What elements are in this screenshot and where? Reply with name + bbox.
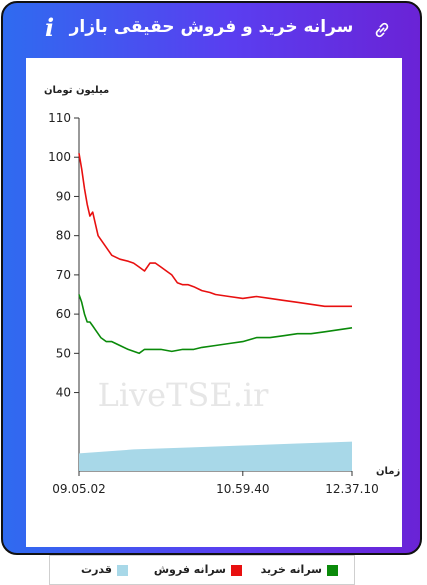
info-icon[interactable]: i xyxy=(45,13,55,42)
y-tick-label: 60 xyxy=(56,307,71,321)
y-tick-label: 110 xyxy=(48,111,71,125)
x-tick-label: 09.05.02 xyxy=(52,482,105,496)
series-line-sell xyxy=(78,153,352,308)
page-title: سرانه خرید و فروش حقیقی بازار xyxy=(69,17,354,37)
series-line-buy xyxy=(78,294,353,355)
y-tick-label: 40 xyxy=(56,386,71,400)
watermark: LiveTSE.ir xyxy=(98,376,270,414)
legend-item-buy[interactable]: سرانه خرید xyxy=(261,563,338,577)
legend-label-buy: سرانه خرید xyxy=(260,563,322,576)
y-tick-label: 80 xyxy=(56,229,71,243)
legend-item-sell[interactable]: سرانه فروش xyxy=(154,563,242,577)
legend-swatch-buy xyxy=(327,564,338,576)
legend: سرانه خرید سرانه فروش قدرت xyxy=(49,555,355,585)
y-tick-label: 70 xyxy=(56,268,71,282)
link-icon[interactable] xyxy=(372,20,392,40)
legend-label-power: قدرت xyxy=(81,563,112,576)
x-tick-label: 12.37.10 xyxy=(325,482,378,496)
y-tick-label: 50 xyxy=(56,346,71,360)
legend-swatch-power xyxy=(117,564,128,576)
y-tick-label: 100 xyxy=(48,150,71,164)
line-chart: LiveTSE.ir میلیون تومان 40 50 60 70 80 90 100 110… xyxy=(44,85,400,496)
legend-swatch-sell xyxy=(231,564,242,576)
x-tick-label: 10.59.40 xyxy=(216,482,269,496)
chart-card: LiveTSE.ir میلیون تومان 40 50 60 70 80 90 100 110… xyxy=(26,58,402,585)
legend-item-power[interactable]: قدرت xyxy=(81,563,128,577)
y-tick-label: 90 xyxy=(56,189,71,203)
y-axis-label: میلیون تومان xyxy=(44,85,109,96)
power-area xyxy=(79,441,352,471)
header: i سرانه خرید و فروش حقیقی بازار xyxy=(3,3,420,55)
legend-label-sell: سرانه فروش xyxy=(153,563,226,576)
x-axis-label: زمان xyxy=(376,466,400,477)
